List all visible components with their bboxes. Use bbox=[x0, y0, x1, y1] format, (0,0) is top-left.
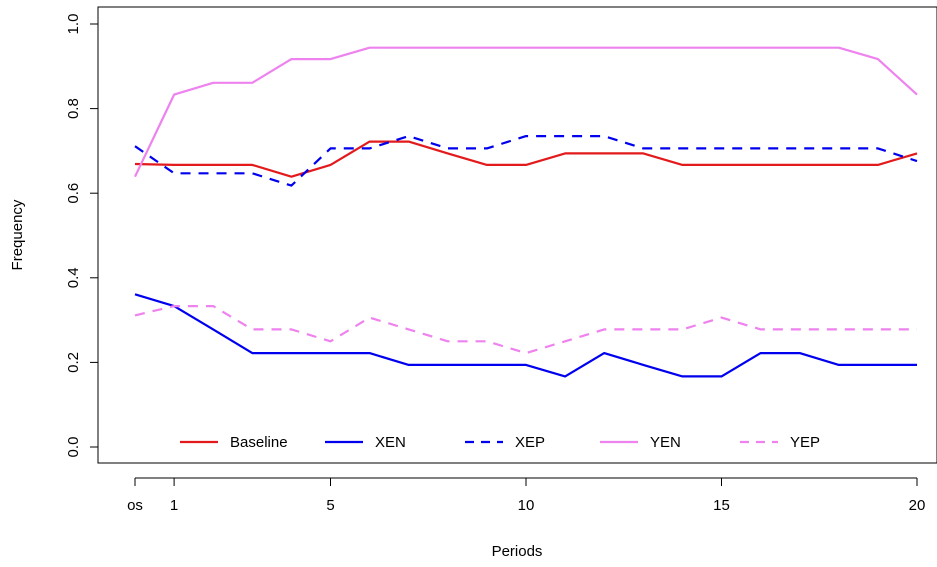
x-tick-label: 5 bbox=[326, 497, 334, 514]
legend-label-xen: XEN bbox=[375, 434, 406, 451]
legend-label-baseline: Baseline bbox=[230, 434, 288, 451]
x-tick-label: 20 bbox=[909, 497, 926, 514]
y-axis-title: Frequency bbox=[9, 199, 26, 270]
y-tick-label: 0.2 bbox=[65, 352, 82, 373]
y-tick-label: 0.6 bbox=[65, 183, 82, 204]
plot-frame bbox=[97, 6, 937, 464]
y-tick-label: 1.0 bbox=[65, 14, 82, 35]
legend-label-xep: XEP bbox=[515, 434, 545, 451]
x-axis-title: Periods bbox=[492, 543, 543, 560]
y-tick-label: 0.0 bbox=[65, 437, 82, 458]
legend-label-yen: YEN bbox=[650, 434, 681, 451]
y-tick-label: 0.8 bbox=[65, 98, 82, 119]
x-tick-label: 1 bbox=[170, 497, 178, 514]
series-line-yep bbox=[134, 305, 917, 355]
x-tick-label: 10 bbox=[518, 497, 535, 514]
series-line-xep bbox=[134, 135, 918, 187]
legend-label-yep: YEP bbox=[790, 434, 820, 451]
legend: Baseline XEN XEP YEN YEP bbox=[180, 434, 820, 451]
y-tick-label: 0.4 bbox=[65, 267, 82, 288]
series-line-yen bbox=[134, 46, 918, 178]
x-axis: os 1 5 10 15 20 bbox=[127, 477, 926, 514]
y-axis: 0.0 0.2 0.4 0.6 0.8 1.0 bbox=[65, 14, 99, 458]
series-line-baseline bbox=[134, 140, 918, 178]
x-tick-label: 15 bbox=[713, 497, 730, 514]
x-tick-label: os bbox=[127, 497, 143, 514]
series-layer bbox=[134, 46, 918, 378]
series-line-xen bbox=[134, 293, 917, 378]
